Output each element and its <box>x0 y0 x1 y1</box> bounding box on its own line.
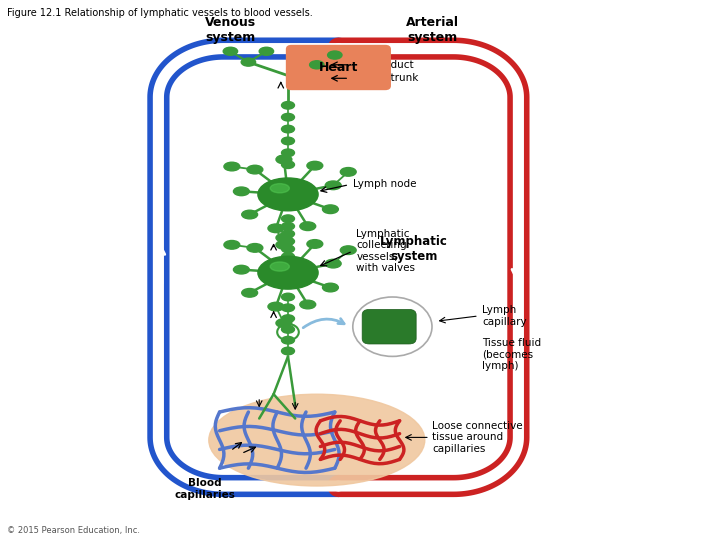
Ellipse shape <box>224 162 240 171</box>
Ellipse shape <box>270 262 289 271</box>
Text: Figure 12.1 Relationship of lymphatic vessels to blood vessels.: Figure 12.1 Relationship of lymphatic ve… <box>7 8 313 18</box>
FancyBboxPatch shape <box>286 45 391 90</box>
Ellipse shape <box>282 238 294 245</box>
Text: Lymph trunk: Lymph trunk <box>353 73 418 83</box>
Ellipse shape <box>258 178 318 211</box>
Ellipse shape <box>242 210 258 219</box>
Ellipse shape <box>310 61 324 69</box>
Ellipse shape <box>328 51 342 59</box>
Ellipse shape <box>268 224 284 233</box>
Ellipse shape <box>282 137 294 145</box>
Ellipse shape <box>259 48 274 56</box>
Text: Tissue fluid
(becomes
lymph): Tissue fluid (becomes lymph) <box>482 338 541 370</box>
Ellipse shape <box>282 315 294 322</box>
Text: Lymphatic
system: Lymphatic system <box>380 235 448 263</box>
Text: Lymph
capillary: Lymph capillary <box>482 305 527 327</box>
Text: Loose connective
tissue around
capillaries: Loose connective tissue around capillari… <box>432 421 523 454</box>
Ellipse shape <box>270 184 289 193</box>
Ellipse shape <box>276 155 292 164</box>
Ellipse shape <box>247 244 263 252</box>
Ellipse shape <box>209 394 425 486</box>
Ellipse shape <box>341 167 356 176</box>
Text: Lymphatic
collecting
vessels,
with valves: Lymphatic collecting vessels, with valve… <box>356 229 415 273</box>
Ellipse shape <box>233 187 249 195</box>
Ellipse shape <box>268 302 284 311</box>
Text: Venous
system: Venous system <box>204 16 256 44</box>
Ellipse shape <box>223 48 238 56</box>
Ellipse shape <box>224 240 240 249</box>
Ellipse shape <box>282 125 294 133</box>
Ellipse shape <box>282 113 294 121</box>
Ellipse shape <box>307 161 323 170</box>
Ellipse shape <box>282 102 294 109</box>
Ellipse shape <box>300 222 315 231</box>
Ellipse shape <box>242 288 258 297</box>
Ellipse shape <box>282 336 294 344</box>
Ellipse shape <box>282 215 294 222</box>
Ellipse shape <box>247 165 263 174</box>
Ellipse shape <box>307 240 323 248</box>
Text: Lymph node: Lymph node <box>353 179 416 188</box>
Ellipse shape <box>282 253 294 260</box>
Ellipse shape <box>233 265 249 274</box>
Ellipse shape <box>282 149 294 157</box>
Ellipse shape <box>241 58 256 66</box>
Text: © 2015 Pearson Education, Inc.: © 2015 Pearson Education, Inc. <box>7 525 140 535</box>
Ellipse shape <box>276 240 292 249</box>
Ellipse shape <box>258 256 318 289</box>
Ellipse shape <box>325 259 341 268</box>
Ellipse shape <box>276 233 292 242</box>
Ellipse shape <box>282 245 294 253</box>
Ellipse shape <box>282 347 294 355</box>
Text: Heart: Heart <box>319 61 358 74</box>
Ellipse shape <box>282 230 294 238</box>
Ellipse shape <box>282 222 294 230</box>
Ellipse shape <box>282 161 294 168</box>
Text: Arterial
system: Arterial system <box>405 16 459 44</box>
Circle shape <box>353 297 432 356</box>
Ellipse shape <box>323 205 338 213</box>
Text: Blood
capillaries: Blood capillaries <box>175 478 235 500</box>
Ellipse shape <box>282 304 294 312</box>
Ellipse shape <box>300 300 315 309</box>
Ellipse shape <box>282 293 294 301</box>
Ellipse shape <box>325 181 341 190</box>
Text: Lymph duct: Lymph duct <box>353 60 413 70</box>
Ellipse shape <box>282 326 294 333</box>
Ellipse shape <box>341 246 356 254</box>
FancyBboxPatch shape <box>362 309 416 344</box>
Ellipse shape <box>276 319 292 327</box>
Ellipse shape <box>323 283 338 292</box>
